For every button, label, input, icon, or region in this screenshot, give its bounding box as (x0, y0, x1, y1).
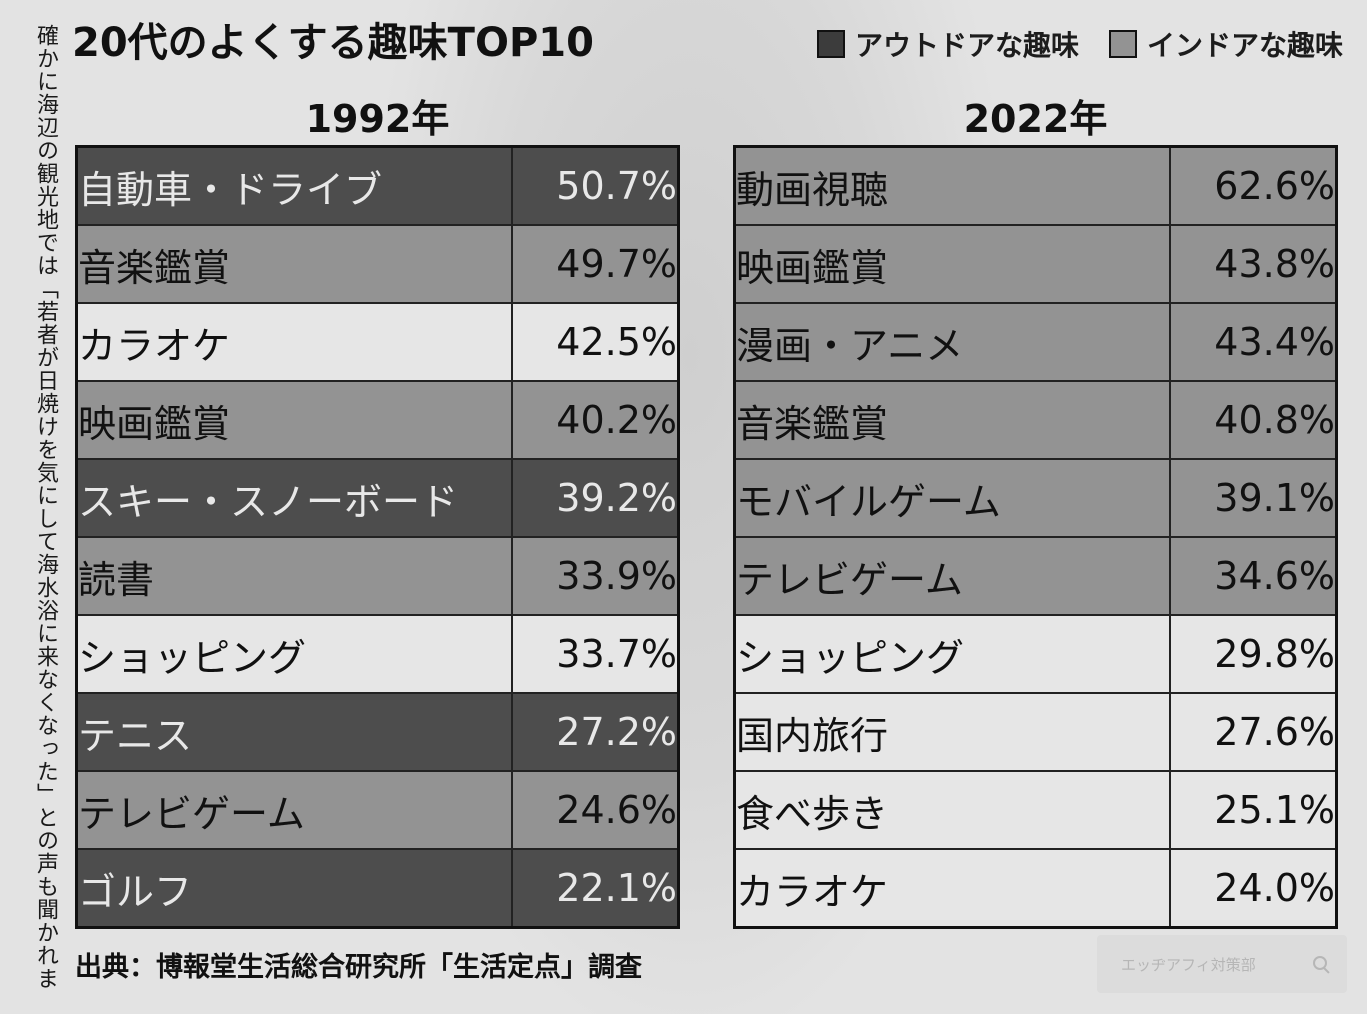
table-row: ショッピング 29.8% (733, 614, 1338, 694)
hobby-name: 自動車・ドライブ (75, 145, 513, 226)
hobby-name: モバイルゲーム (733, 458, 1171, 538)
hobby-percent: 50.7% (511, 145, 680, 226)
hobby-percent: 25.1% (1169, 770, 1338, 850)
table-row: テレビゲーム 34.6% (733, 536, 1338, 616)
search-box-text: エッヂアフィ対策部 (1121, 955, 1256, 974)
legend-outdoor-label: アウトドアな趣味 (854, 29, 1079, 62)
table-row: ゴルフ 22.1% (75, 848, 680, 929)
hobby-name: 映画鑑賞 (75, 380, 513, 460)
table-row: 映画鑑賞 40.2% (75, 380, 680, 460)
hobby-percent: 29.8% (1169, 614, 1338, 694)
table-row: 漫画・アニメ 43.4% (733, 302, 1338, 382)
hobby-percent: 40.8% (1169, 380, 1338, 460)
legend-indoor: インドアな趣味 (1108, 24, 1343, 64)
page-title: 20代のよくする趣味TOP10 (72, 20, 594, 66)
ranking-table-2022: 動画視聴 62.6% 映画鑑賞 43.8% 漫画・アニメ 43.4% 音楽鑑賞 40.8… (733, 145, 1338, 929)
table-row: テレビゲーム 24.6% (75, 770, 680, 850)
hobby-percent: 34.6% (1169, 536, 1338, 616)
hobby-percent: 39.2% (511, 458, 680, 538)
table-row: 読書 33.9% (75, 536, 680, 616)
hobby-name: 映画鑑賞 (733, 224, 1171, 304)
hobby-percent: 24.6% (511, 770, 680, 850)
table-row: 音楽鑑賞 49.7% (75, 224, 680, 304)
hobby-name: テレビゲーム (733, 536, 1171, 616)
hobby-name: 音楽鑑賞 (733, 380, 1171, 460)
hobby-percent: 33.7% (511, 614, 680, 694)
hobby-name: 動画視聴 (733, 145, 1171, 226)
hobby-percent: 33.9% (511, 536, 680, 616)
hobby-name: ゴルフ (75, 848, 513, 929)
hobby-percent: 49.7% (511, 224, 680, 304)
table-row: 自動車・ドライブ 50.7% (75, 145, 680, 226)
hobby-percent: 40.2% (511, 380, 680, 460)
hobby-percent: 42.5% (511, 302, 680, 382)
hobby-percent: 24.0% (1169, 848, 1338, 929)
hobby-name: テレビゲーム (75, 770, 513, 850)
vertical-article-text: 確かに海辺の観光地では「若者が日焼けを気にして海水浴に来なくなった」との声も聞か… (33, 24, 58, 990)
legend: アウトドアな趣味 インドアな趣味 (816, 24, 1343, 64)
hobby-name: 漫画・アニメ (733, 302, 1171, 382)
source-credit: 出典：博報堂生活総合研究所「生活定点」調査 (75, 952, 642, 983)
table-row: カラオケ 42.5% (75, 302, 680, 382)
legend-indoor-swatch (1108, 30, 1137, 58)
year-2022-heading: 2022年 (963, 97, 1108, 141)
legend-indoor-label: インドアな趣味 (1146, 29, 1343, 62)
hobby-name: ショッピング (75, 614, 513, 694)
hobby-percent: 43.4% (1169, 302, 1338, 382)
search-icon[interactable] (1313, 956, 1329, 972)
hobby-percent: 39.1% (1169, 458, 1338, 538)
hobby-percent: 27.6% (1169, 692, 1338, 772)
ranking-table-1992: 自動車・ドライブ 50.7% 音楽鑑賞 49.7% カラオケ 42.5% 映画鑑賞 40… (75, 145, 680, 929)
table-row: テニス 27.2% (75, 692, 680, 772)
search-box[interactable]: エッヂアフィ対策部 (1097, 935, 1347, 993)
hobby-name: テニス (75, 692, 513, 772)
hobby-name: 国内旅行 (733, 692, 1171, 772)
table-row: 動画視聴 62.6% (733, 145, 1338, 226)
legend-outdoor: アウトドアな趣味 (816, 24, 1079, 64)
hobby-name: 読書 (75, 536, 513, 616)
hobby-percent: 43.8% (1169, 224, 1338, 304)
table-row: カラオケ 24.0% (733, 848, 1338, 929)
table-row: 食べ歩き 25.1% (733, 770, 1338, 850)
hobby-name: 音楽鑑賞 (75, 224, 513, 304)
legend-outdoor-swatch (816, 30, 845, 58)
hobby-name: スキー・スノーボード (75, 458, 513, 538)
year-1992-heading: 1992年 (305, 97, 450, 141)
hobby-percent: 62.6% (1169, 145, 1338, 226)
table-row: モバイルゲーム 39.1% (733, 458, 1338, 538)
hobby-percent: 27.2% (511, 692, 680, 772)
hobby-name: ショッピング (733, 614, 1171, 694)
hobby-name: カラオケ (75, 302, 513, 382)
hobby-name: 食べ歩き (733, 770, 1171, 850)
table-row: ショッピング 33.7% (75, 614, 680, 694)
table-row: 音楽鑑賞 40.8% (733, 380, 1338, 460)
table-row: スキー・スノーボード 39.2% (75, 458, 680, 538)
table-row: 映画鑑賞 43.8% (733, 224, 1338, 304)
hobby-name: カラオケ (733, 848, 1171, 929)
table-row: 国内旅行 27.6% (733, 692, 1338, 772)
hobby-percent: 22.1% (511, 848, 680, 929)
